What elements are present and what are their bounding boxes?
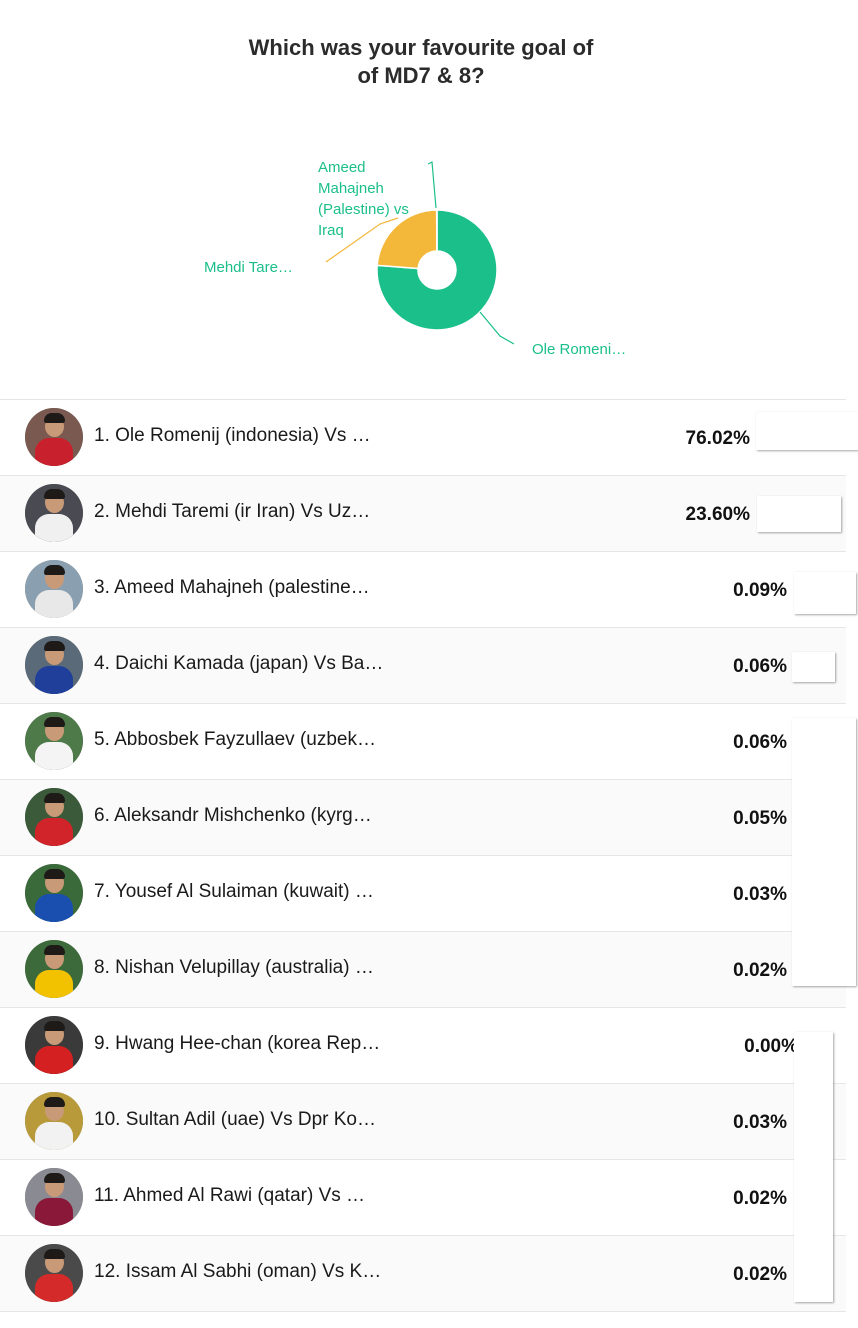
option-label: 12. Issam Al Sabhi (oman) Vs K… bbox=[94, 1261, 382, 1282]
player-avatar bbox=[25, 1244, 83, 1302]
option-percent: 0.06% bbox=[733, 732, 787, 753]
option-percent: 0.09% bbox=[733, 580, 787, 601]
slice-label-ameed-line-1: Ameed bbox=[318, 159, 366, 176]
donut-slice-1 bbox=[376, 209, 498, 331]
player-avatar bbox=[25, 484, 83, 542]
overlay-box-3 bbox=[794, 572, 856, 614]
option-percent: 76.02% bbox=[685, 428, 750, 449]
option-percent: 0.06% bbox=[733, 656, 787, 677]
poll-options-list: 1. Ole Romenij (indonesia) Vs … 76.02% 2. … bbox=[0, 399, 846, 1312]
poll-option-row[interactable]: 7. Yousef Al Sulaiman (kuwait) … 0.03% bbox=[0, 855, 846, 931]
poll-option-row[interactable]: 9. Hwang Hee-chan (korea Rep… 0.00% bbox=[0, 1007, 846, 1083]
donut-chart: Ameed Mahajneh (Palestine) vs Iraq Mehdi… bbox=[0, 140, 858, 380]
slice-label-mehdi: Mehdi Tare… bbox=[204, 259, 293, 276]
option-label: 10. Sultan Adil (uae) Vs Dpr Ko… bbox=[94, 1109, 376, 1130]
slice-label-ameed-line-4: Iraq bbox=[318, 222, 344, 239]
player-avatar bbox=[25, 1168, 83, 1226]
option-label: 6. Aleksandr Mishchenko (kyrg… bbox=[94, 805, 372, 826]
overlay-box-6 bbox=[794, 1032, 833, 1302]
player-avatar bbox=[25, 864, 83, 922]
option-label: 11. Ahmed Al Rawi (qatar) Vs … bbox=[94, 1185, 366, 1206]
leader-line-ole bbox=[479, 311, 515, 345]
option-label: 1. Ole Romenij (indonesia) Vs … bbox=[94, 425, 371, 446]
player-avatar bbox=[25, 636, 83, 694]
poll-title-line-1: Which was your favourite goal of bbox=[248, 35, 594, 60]
option-label: 3. Ameed Mahajneh (palestine… bbox=[94, 577, 370, 598]
poll-option-row[interactable]: 4. Daichi Kamada (japan) Vs Ba… 0.06% bbox=[0, 627, 846, 703]
player-avatar bbox=[25, 712, 83, 770]
poll-option-row[interactable]: 10. Sultan Adil (uae) Vs Dpr Ko… 0.03% bbox=[0, 1083, 846, 1159]
option-percent: 0.02% bbox=[733, 1264, 787, 1285]
option-percent: 0.03% bbox=[733, 1112, 787, 1133]
option-percent: 0.02% bbox=[733, 960, 787, 981]
option-label: 4. Daichi Kamada (japan) Vs Ba… bbox=[94, 653, 384, 674]
leader-line-mehdi bbox=[325, 217, 399, 263]
poll-title: Which was your favourite goal of of MD7 … bbox=[0, 34, 842, 90]
player-avatar bbox=[25, 940, 83, 998]
option-percent: 0.00% bbox=[744, 1036, 798, 1057]
poll-option-row[interactable]: 8. Nishan Velupillay (australia) … 0.02% bbox=[0, 931, 846, 1007]
player-avatar bbox=[25, 560, 83, 618]
poll-option-row[interactable]: 11. Ahmed Al Rawi (qatar) Vs … 0.02% bbox=[0, 1159, 846, 1235]
poll-option-row[interactable]: 1. Ole Romenij (indonesia) Vs … 76.02% bbox=[0, 399, 846, 475]
leader-line-ameed bbox=[427, 161, 437, 209]
donut-chart-svg: Ameed Mahajneh (Palestine) vs Iraq Mehdi… bbox=[204, 159, 626, 358]
option-percent: 0.02% bbox=[733, 1188, 787, 1209]
poll-option-row[interactable]: 6. Aleksandr Mishchenko (kyrg… 0.05% bbox=[0, 779, 846, 855]
slice-label-ameed-line-3: (Palestine) vs bbox=[318, 201, 409, 218]
player-avatar bbox=[25, 1016, 83, 1074]
overlay-box-5 bbox=[792, 718, 856, 986]
poll-option-row[interactable]: 3. Ameed Mahajneh (palestine… 0.09% bbox=[0, 551, 846, 627]
slice-label-ameed: Ameed Mahajneh (Palestine) vs Iraq bbox=[318, 159, 413, 239]
option-label: 9. Hwang Hee-chan (korea Rep… bbox=[94, 1033, 381, 1054]
player-avatar bbox=[25, 408, 83, 466]
option-label: 8. Nishan Velupillay (australia) … bbox=[94, 957, 374, 978]
poll-title-line-2: of MD7 & 8? bbox=[357, 63, 485, 88]
poll-option-row[interactable]: 12. Issam Al Sabhi (oman) Vs K… 0.02% bbox=[0, 1235, 846, 1312]
overlay-box-2 bbox=[757, 496, 841, 532]
poll-option-row[interactable]: 5. Abbosbek Fayzullaev (uzbek… 0.06% bbox=[0, 703, 846, 779]
slice-label-ole: Ole Romeni… bbox=[532, 341, 626, 358]
donut-slice-2 bbox=[376, 209, 438, 270]
option-label: 7. Yousef Al Sulaiman (kuwait) … bbox=[94, 881, 374, 902]
option-percent: 0.03% bbox=[733, 884, 787, 905]
overlay-box-4 bbox=[792, 652, 835, 682]
option-percent: 0.05% bbox=[733, 808, 787, 829]
overlay-box-1 bbox=[756, 412, 858, 450]
player-avatar bbox=[25, 1092, 83, 1150]
poll-option-row[interactable]: 2. Mehdi Taremi (ir Iran) Vs Uz… 23.60% bbox=[0, 475, 846, 551]
option-percent: 23.60% bbox=[685, 504, 750, 525]
option-label: 2. Mehdi Taremi (ir Iran) Vs Uz… bbox=[94, 501, 371, 522]
option-label: 5. Abbosbek Fayzullaev (uzbek… bbox=[94, 729, 376, 750]
slice-label-ameed-line-2: Mahajneh bbox=[318, 180, 384, 197]
player-avatar bbox=[25, 788, 83, 846]
